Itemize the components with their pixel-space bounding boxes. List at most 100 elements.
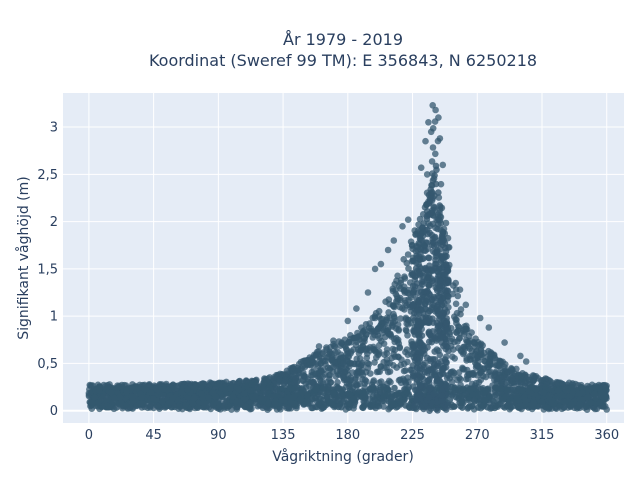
data-point: [350, 395, 357, 403]
data-point: [425, 119, 432, 126]
data-point: [481, 396, 489, 404]
data-point: [452, 300, 460, 308]
data-point: [350, 346, 357, 353]
data-point: [426, 222, 434, 230]
data-point: [392, 290, 400, 298]
data-point: [86, 381, 94, 389]
data-point: [459, 385, 467, 393]
data-point: [314, 351, 322, 358]
data-point: [451, 355, 459, 362]
y-tick-label: 0: [50, 404, 58, 419]
data-point: [245, 379, 252, 387]
data-point: [411, 227, 419, 234]
data-point: [425, 282, 433, 290]
data-point: [308, 395, 316, 402]
data-point: [359, 375, 366, 383]
data-point: [504, 402, 511, 409]
data-point: [364, 289, 372, 296]
data-point: [442, 358, 450, 366]
data-point: [343, 357, 351, 364]
data-point: [383, 346, 391, 353]
data-point: [485, 324, 493, 331]
x-tick-label: 135: [271, 428, 296, 443]
data-point: [390, 350, 397, 358]
data-point: [560, 403, 568, 411]
data-point: [159, 398, 166, 406]
data-point: [419, 375, 427, 383]
data-point: [402, 380, 410, 388]
data-point: [426, 262, 433, 270]
data-point: [416, 334, 423, 342]
data-point: [509, 398, 517, 406]
data-point: [336, 385, 344, 393]
data-point: [404, 216, 412, 223]
data-point: [353, 305, 360, 312]
data-point: [596, 384, 603, 392]
data-point: [337, 342, 344, 350]
data-point: [317, 395, 324, 403]
data-point: [491, 372, 498, 380]
data-point: [496, 373, 504, 381]
data-point: [198, 390, 205, 397]
data-point: [436, 351, 444, 359]
data-point: [434, 211, 442, 219]
data-point: [227, 385, 234, 392]
data-point: [508, 374, 516, 382]
data-point: [385, 309, 392, 316]
data-point: [147, 404, 154, 411]
data-point: [123, 389, 130, 396]
data-point: [105, 403, 113, 411]
data-point: [417, 288, 425, 296]
data-point: [423, 212, 431, 220]
data-point: [385, 296, 393, 303]
data-point: [420, 310, 427, 317]
data-point: [390, 302, 397, 310]
data-point: [517, 373, 525, 381]
data-point: [416, 215, 424, 223]
data-point: [401, 385, 408, 393]
data-point: [389, 285, 397, 293]
data-point: [371, 387, 379, 394]
data-point: [390, 237, 398, 244]
data-point: [313, 386, 320, 393]
data-point: [452, 316, 459, 323]
data-point: [140, 385, 148, 393]
data-point: [378, 337, 385, 345]
data-point: [504, 387, 511, 395]
data-point: [235, 386, 243, 393]
data-point: [543, 404, 551, 411]
data-point: [330, 337, 337, 345]
data-point: [439, 161, 447, 169]
data-point: [596, 399, 603, 406]
data-point: [354, 381, 361, 389]
data-point: [348, 381, 356, 388]
data-point: [417, 164, 425, 171]
data-point: [138, 394, 145, 402]
data-point: [586, 399, 594, 406]
data-point: [103, 396, 110, 404]
data-point: [292, 374, 300, 382]
data-point: [369, 314, 377, 322]
data-point: [118, 399, 125, 407]
data-point: [457, 376, 464, 383]
data-point: [444, 402, 452, 409]
data-point: [298, 389, 306, 397]
y-axis-title: Signifikant våghöjd (m): [15, 176, 32, 339]
data-point: [436, 217, 444, 224]
data-point: [455, 392, 463, 400]
data-point: [483, 353, 491, 361]
data-point: [376, 368, 384, 376]
data-point: [497, 385, 504, 392]
x-tick-label: 270: [465, 428, 490, 443]
data-point: [384, 246, 392, 254]
data-point: [511, 391, 519, 399]
data-point: [389, 345, 397, 353]
data-point: [266, 384, 273, 391]
data-point: [309, 378, 317, 386]
data-point: [359, 404, 366, 411]
data-point: [443, 320, 451, 327]
data-point: [90, 399, 97, 407]
data-point: [320, 404, 328, 411]
data-point: [160, 386, 168, 393]
data-point: [426, 290, 433, 298]
